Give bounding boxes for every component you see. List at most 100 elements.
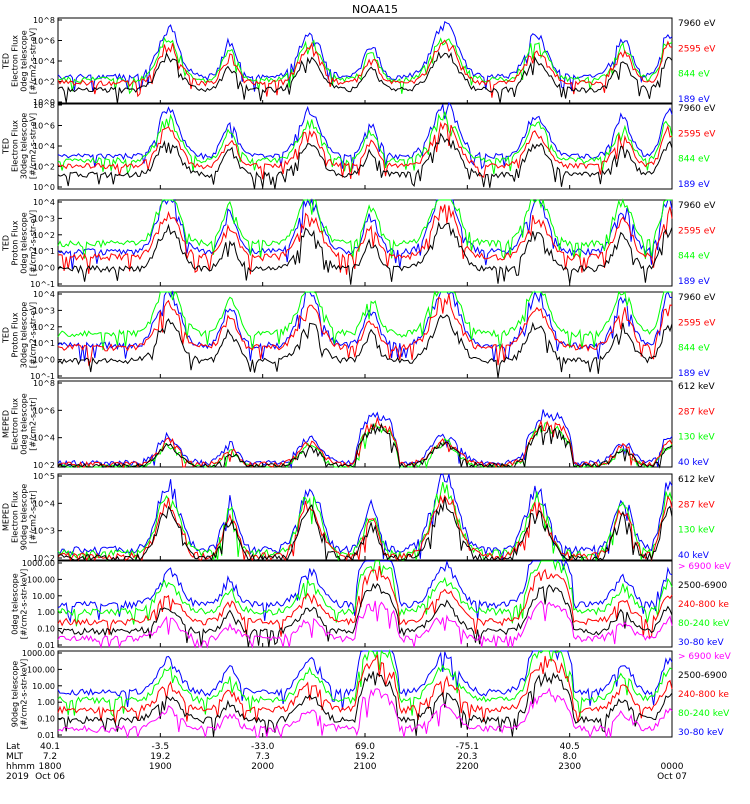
panel-frame	[57, 380, 673, 468]
y-tick-label: 10^2	[33, 323, 55, 332]
series-line-2500-6900	[57, 671, 673, 737]
y-tick-label: 10^3	[33, 214, 55, 223]
y-tick-label: 10^8	[33, 16, 55, 25]
legend-entry: 240-800 ke	[678, 600, 729, 610]
y-axis-label-line: [#/cm2-s-str-eV]	[29, 210, 38, 276]
y-tick-label: 10^2	[33, 554, 55, 563]
legend-entry: 189 eV	[678, 95, 711, 105]
y-axis-label-line: Electron Flux	[11, 35, 20, 87]
series-line-30-80-kev	[57, 650, 673, 710]
y-tick-label: 10^0	[33, 264, 55, 273]
legend-entry: > 6900 keV	[678, 562, 732, 572]
y-axis-label: TEDProton Flux0deg telescope[#/cm2-s-str…	[2, 210, 38, 276]
panel-4: 10^4 10^3 10^2 10^1 10^0 10^-1 TEDProton Flux3…	[2, 290, 717, 381]
y-tick-label: 10^2	[33, 231, 55, 240]
x-tick-label: 40.1	[40, 742, 60, 752]
legend-entry: 40 keV	[678, 551, 710, 561]
series-line-612-kev	[57, 422, 673, 469]
y-axis-label-line: 30deg telescope	[20, 302, 29, 369]
y-axis-label-line: TED	[2, 235, 11, 252]
y-tick-label: 10^8	[33, 379, 55, 388]
legend-entry: > 6900 keV	[678, 652, 732, 662]
y-axis-label: TEDElectron Flux0deg telescope[#/cm2-s-s…	[2, 28, 38, 94]
legend-entry: 844 eV	[678, 344, 711, 354]
x-tick-label: 19.2	[150, 752, 170, 762]
series-line-2595-ev	[57, 293, 673, 367]
legend-entry: 7960 eV	[678, 293, 716, 303]
series-line-30-80-kev	[57, 559, 673, 624]
y-axis-label-line: 0deg telescope	[11, 573, 20, 634]
y-axis-label: 90deg telescope[#/cm2-s-str-keV]	[11, 659, 29, 730]
y-tick-label: 10^4	[33, 434, 55, 443]
y-tick-label: 10.00	[32, 592, 55, 601]
y-axis-label-line: TED	[2, 138, 11, 155]
legend-entry: 2595 eV	[678, 44, 716, 54]
y-tick-label: 10^-1	[30, 280, 55, 289]
y-axis-label-line: 90deg telescope	[11, 661, 20, 728]
panel-frame	[57, 650, 673, 738]
chart-title: NOAA15	[352, 3, 398, 16]
y-tick-label: 10^0	[33, 183, 55, 192]
x-tick-label: -75.1	[456, 742, 479, 752]
x-tick-label: 19.2	[355, 752, 375, 762]
panel-3: 10^4 10^3 10^2 10^1 10^0 10^-1 TEDProton Flux0…	[2, 198, 717, 289]
y-tick-label: 10^3	[33, 306, 55, 315]
y-axis-label-line: Electron Flux	[11, 491, 20, 543]
panel-5: 10^8 10^6 10^4 10^2 MEPEDElectron Flux0deg t…	[2, 379, 716, 470]
y-tick-label: 0.10	[37, 715, 55, 724]
y-tick-label: 10^6	[33, 406, 55, 415]
x-tick-label: 69.0	[355, 742, 375, 752]
x-tick-label: -33.0	[251, 742, 275, 752]
series-line-189-ev	[57, 21, 673, 92]
panel-8: 1000.00 100.00 10.00 1.00 0.10 0.01 90deg tele…	[11, 649, 732, 740]
x-tick-label: 1800	[39, 762, 62, 772]
y-axis-label-line: 0deg telescope	[20, 393, 29, 454]
series-line-130-kev	[57, 482, 673, 562]
x-tick-label: 2200	[456, 762, 479, 772]
y-tick-label: 10^5	[33, 472, 55, 481]
y-axis-label-line: 90deg telescope	[20, 484, 29, 551]
y-tick-label: 10^4	[33, 142, 55, 151]
series-line--6900-kev	[57, 687, 673, 739]
legend-entry: 612 keV	[678, 382, 715, 392]
panel-1: 10^8 10^6 10^4 10^2 10^0 TEDElectron Flux0deg…	[2, 16, 717, 107]
panel-frame	[57, 560, 673, 648]
x-tick-label: 1900	[149, 762, 172, 772]
series-line-2595-ev	[57, 204, 673, 275]
y-axis-label: TEDElectron Flux30deg telescope[#/cm2-s-…	[2, 113, 38, 180]
legend-entry: 2595 eV	[678, 129, 716, 139]
y-axis-label: MEPEDElectron Flux90deg telescope[#/cm2-…	[2, 484, 38, 551]
x-tick-label: 2300	[558, 762, 581, 772]
x-tick-label: Oct 06	[35, 772, 65, 782]
legend-entry: 189 eV	[678, 180, 711, 190]
y-axis-label-line: TED	[2, 327, 11, 344]
y-axis-label-line: [#/cm2-s-str-eV]	[29, 28, 38, 94]
y-axis-label-line: Electron Flux	[11, 120, 20, 172]
y-axis-label: MEPEDElectron Flux0deg telescope[#/cm2-s…	[2, 393, 38, 454]
y-tick-label: 10^1	[33, 247, 55, 256]
x-tick-label: -3.5	[152, 742, 170, 752]
legend-entry: 130 keV	[678, 433, 715, 443]
y-tick-label: 1000.00	[22, 559, 55, 568]
series-line-240-800-ke	[57, 654, 673, 724]
y-tick-label: 10^0	[33, 356, 55, 365]
legend-entry: 7960 eV	[678, 201, 716, 211]
legend-entry: 80-240 keV	[678, 619, 730, 629]
legend-entry: 844 eV	[678, 70, 711, 80]
y-tick-label: 1000.00	[22, 649, 55, 658]
series-line-189-ev	[57, 290, 673, 362]
series-line-7960-ev	[57, 221, 673, 285]
x-tick-label: 2000	[251, 762, 274, 772]
y-tick-label: 10^2	[33, 461, 55, 470]
y-tick-label: 10^6	[33, 37, 55, 46]
legend-entry: 2500-6900	[678, 671, 727, 681]
y-tick-label: 0.10	[37, 625, 55, 634]
y-tick-label: 10.00	[32, 682, 55, 691]
series-line-2595-ev	[57, 121, 673, 180]
legend-entry: 2595 eV	[678, 318, 716, 328]
x-tick-label: 8.0	[563, 752, 578, 762]
legend-entry: 189 eV	[678, 369, 711, 379]
y-tick-label: 10^3	[33, 527, 55, 536]
